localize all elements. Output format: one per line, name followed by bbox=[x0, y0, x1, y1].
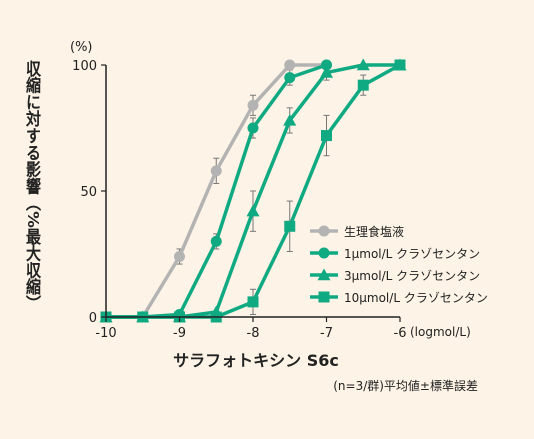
legend-label-3: 10μmol/L クラゾセンタン bbox=[344, 291, 488, 305]
y-tick-label: 50 bbox=[80, 185, 97, 200]
data-point-series-2 bbox=[320, 66, 333, 78]
data-point-series-3 bbox=[247, 296, 259, 308]
x-unit-label: (logmol/L) bbox=[410, 325, 471, 339]
legend-label-1: 1μmol/L クラゾセンタン bbox=[344, 247, 480, 261]
x-tick-label: -7 bbox=[320, 326, 333, 341]
data-point-series-2 bbox=[246, 204, 260, 217]
x-tick-label: -10 bbox=[95, 326, 116, 341]
x-tick-label: -8 bbox=[247, 326, 260, 341]
data-point-series-0 bbox=[284, 59, 296, 71]
legend-label-0: 生理食塩液 bbox=[344, 224, 404, 239]
ticks-layer: -10 -9 -8 -7 -6 0 50 100 bbox=[72, 59, 406, 341]
data-point-series-1 bbox=[284, 72, 296, 84]
data-point-series-1 bbox=[247, 122, 259, 134]
y-tick-label: 100 bbox=[72, 59, 97, 74]
data-point-series-0 bbox=[174, 251, 185, 263]
data-point-series-3 bbox=[284, 220, 296, 232]
data-point-series-2 bbox=[356, 58, 370, 71]
y-tick-label: 0 bbox=[89, 311, 97, 326]
legend-marker-3 bbox=[318, 291, 330, 303]
legend-marker-1 bbox=[318, 247, 330, 259]
data-point-series-2 bbox=[283, 113, 297, 126]
y-unit-label: (%) bbox=[70, 40, 93, 55]
legend-marker-0 bbox=[318, 225, 330, 237]
legend-marker-2 bbox=[317, 268, 331, 281]
data-point-series-3 bbox=[394, 59, 406, 71]
x-axis-label: サラフォトキシン S6c bbox=[173, 351, 339, 370]
data-point-series-0 bbox=[247, 99, 259, 111]
footnote: (n=3/群)平均値±標準誤差 bbox=[333, 378, 478, 393]
series-line-1 bbox=[106, 63, 328, 319]
legend-label-2: 3μmol/L クラゾセンタン bbox=[344, 269, 480, 283]
data-point-series-3 bbox=[357, 79, 369, 91]
y-axis-label: 収縮に対する影響（%最大収縮） bbox=[24, 59, 42, 312]
data-point-series-1 bbox=[210, 235, 222, 247]
x-tick-label: -9 bbox=[173, 326, 186, 341]
series-line-0 bbox=[106, 63, 327, 319]
data-point-series-3 bbox=[321, 130, 332, 142]
data-point-series-0 bbox=[210, 165, 222, 177]
data-point-series-1 bbox=[321, 59, 332, 71]
x-tick-label: -6 bbox=[394, 326, 407, 341]
legend: 生理食塩液 1μmol/L クラゾセンタン 3μmol/L クラゾセンタン 10μmo… bbox=[310, 224, 488, 305]
